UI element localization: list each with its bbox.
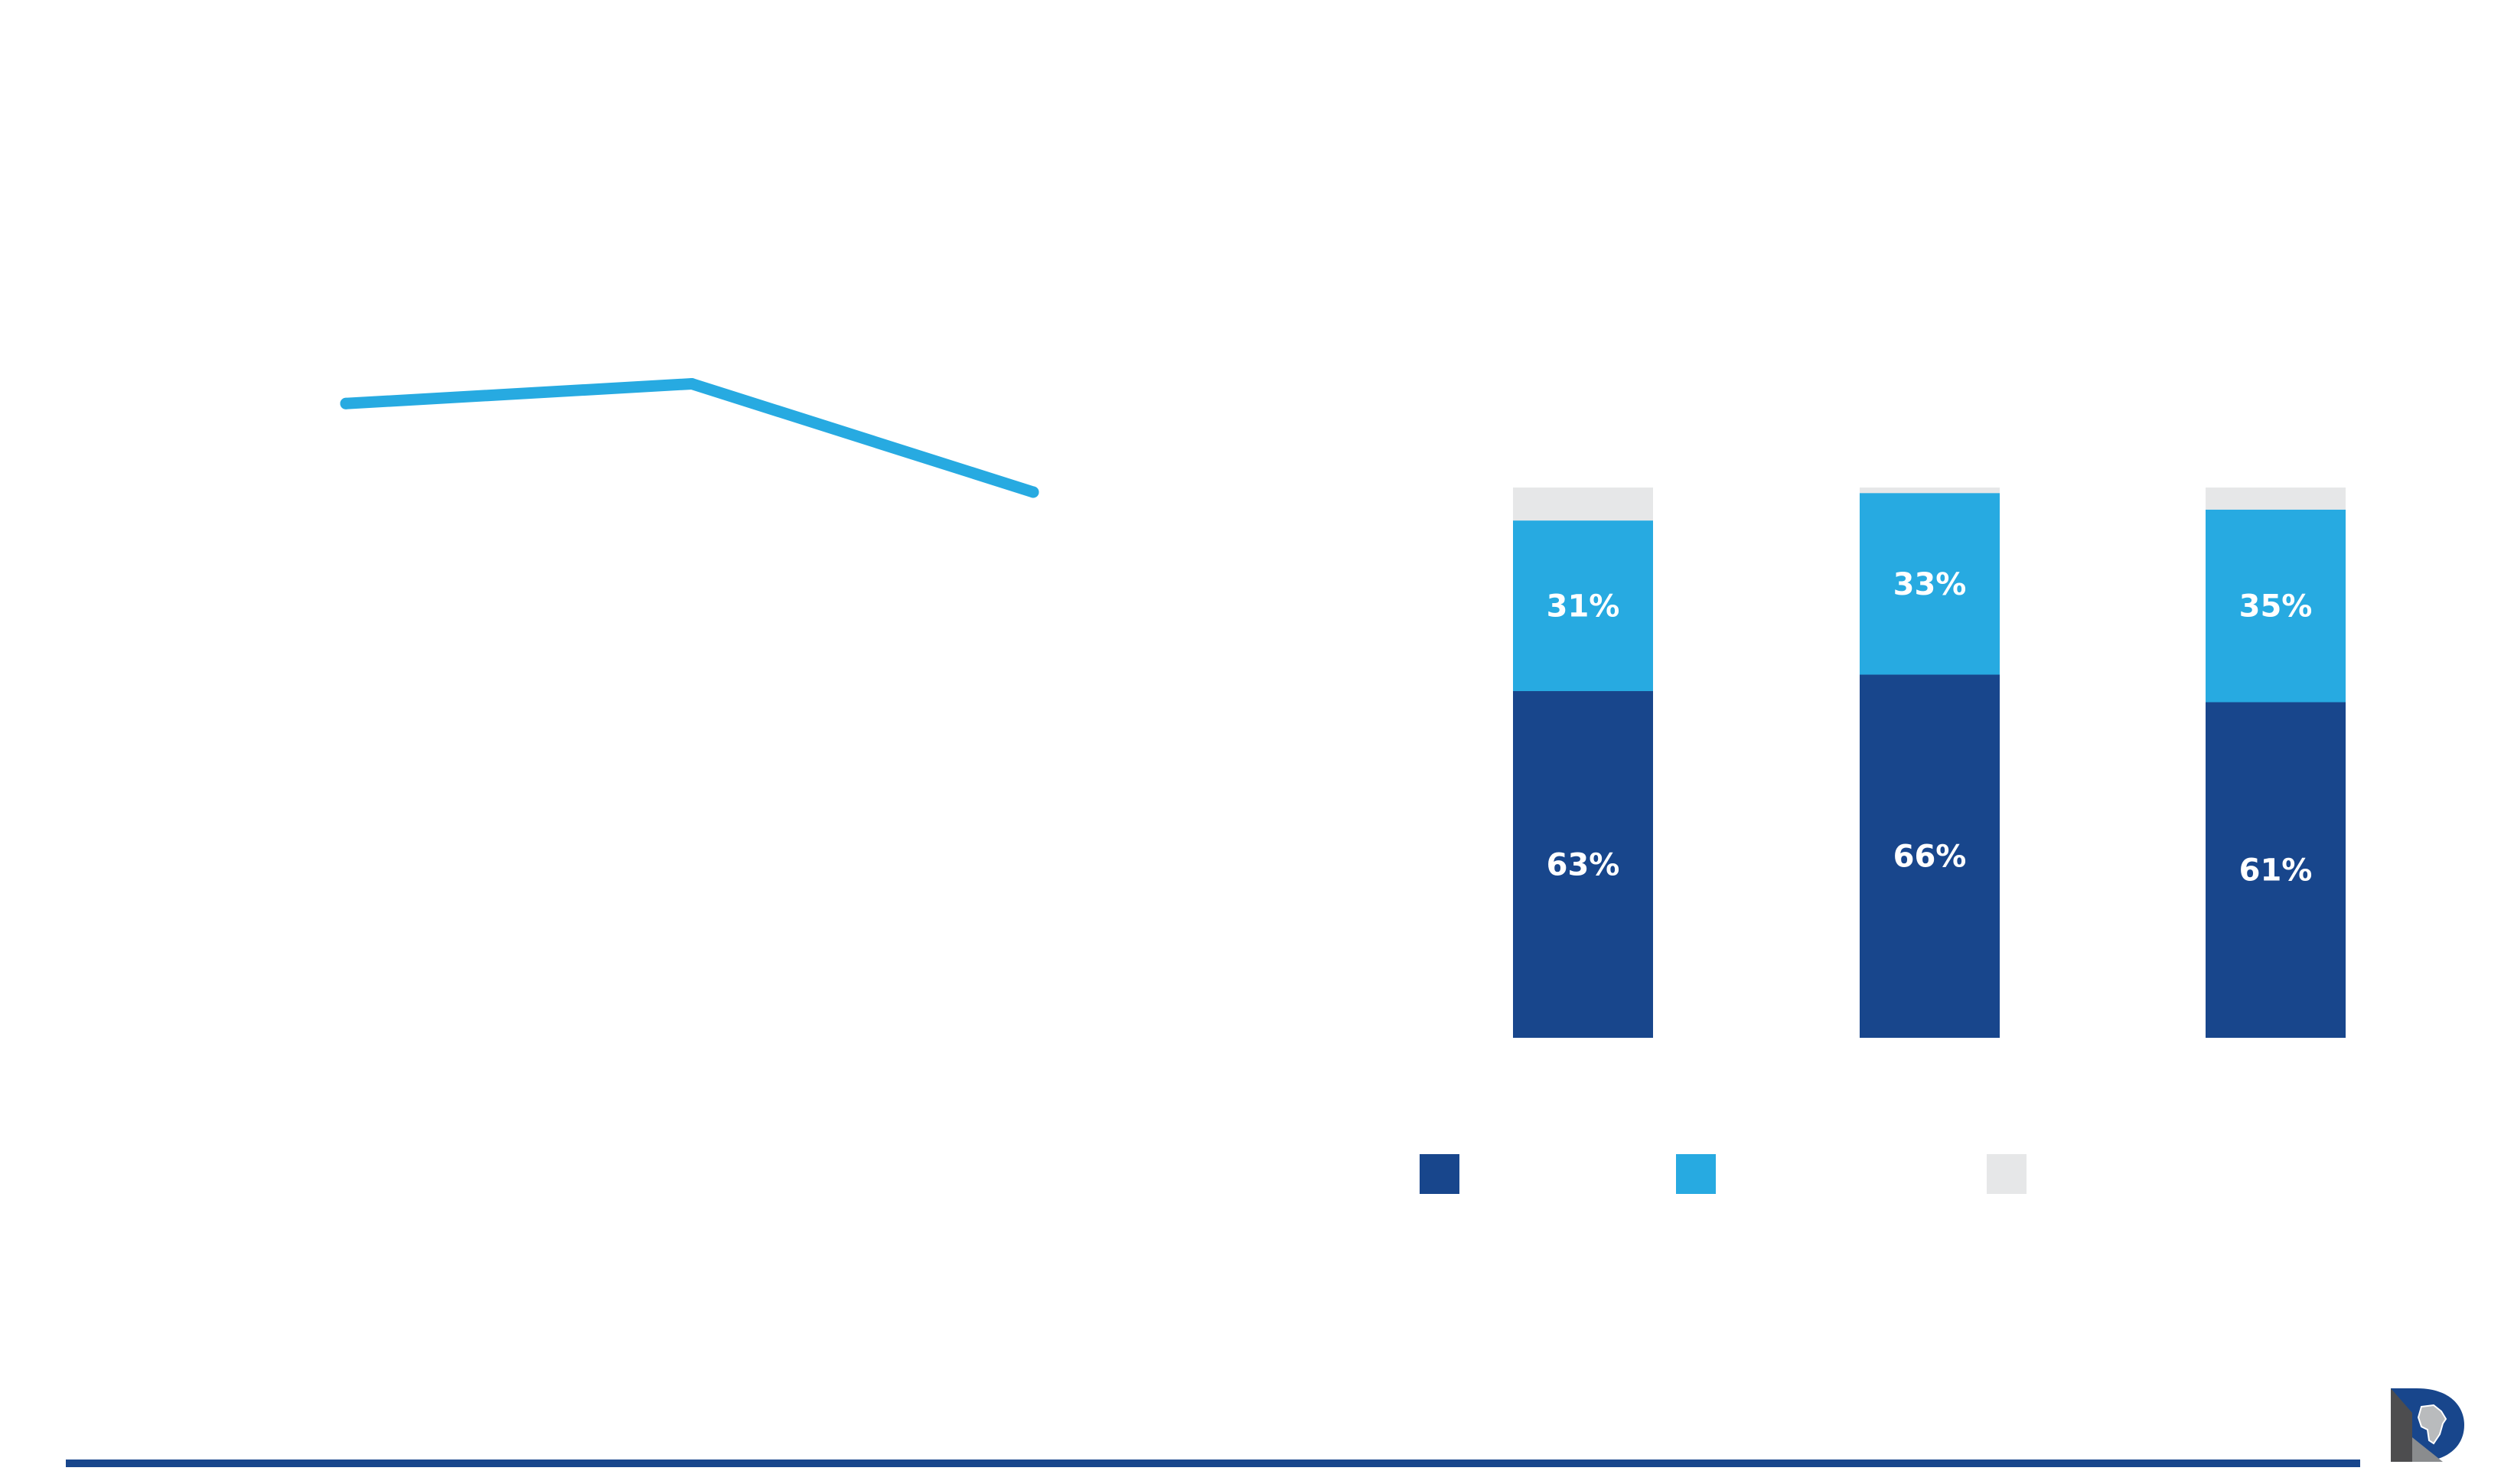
logo-gray-facet: [2391, 1388, 2412, 1462]
bar-value-label: 35%: [2239, 589, 2313, 625]
bar-value-label: 31%: [1547, 589, 1620, 625]
logo-africa-shape: [2417, 1404, 2447, 1445]
bar-value-label: 63%: [1547, 848, 1620, 883]
stacked-bar-chart: 63% 31% 66% 33% 61% 35%: [1420, 488, 2346, 1194]
legend-swatch-1: [1676, 1154, 1716, 1194]
bar-value-label: 61%: [2239, 853, 2313, 889]
line-point-0: [340, 397, 352, 409]
africa-d-logo-icon: [2391, 1388, 2464, 1462]
footer-rule: [66, 1460, 2360, 1467]
bar-segment-0-2: [1513, 488, 1653, 521]
bar-segment-2-0: [2206, 702, 2346, 1038]
bar-segment-0-0: [1513, 691, 1653, 1038]
line-point-2: [1027, 486, 1039, 498]
line-point-1: [686, 378, 698, 390]
bar-segment-0-1: [1513, 520, 1653, 691]
line-chart: [340, 378, 1039, 498]
bar-value-label: 66%: [1893, 840, 1967, 875]
legend-swatch-0: [1420, 1154, 1459, 1194]
legend-swatch-2: [1987, 1154, 2027, 1194]
bar-segment-2-1: [2206, 509, 2346, 703]
bar-segment-1-2: [1860, 488, 2000, 494]
bar-segment-1-0: [1860, 674, 2000, 1038]
bar-segment-1-1: [1860, 493, 2000, 675]
bar-segment-2-2: [2206, 488, 2346, 510]
logo-gray-bottom: [2412, 1437, 2443, 1462]
bar-value-label: 33%: [1893, 567, 1967, 602]
